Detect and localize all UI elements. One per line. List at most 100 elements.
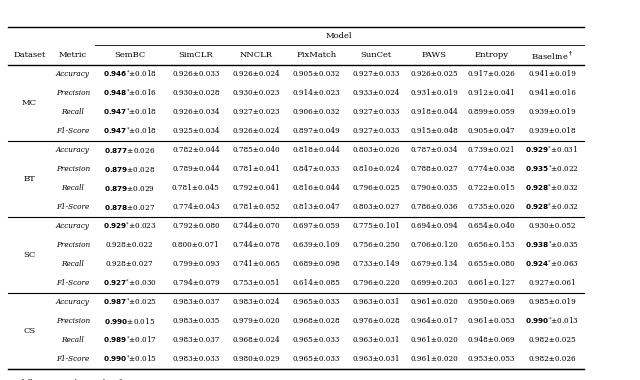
Text: 0.983±0.033: 0.983±0.033 — [172, 355, 220, 363]
Text: PAWS: PAWS — [421, 51, 447, 60]
Text: 0.818±0.044: 0.818±0.044 — [292, 146, 340, 154]
Text: 0.782±0.044: 0.782±0.044 — [172, 146, 220, 154]
Text: F1-Score: F1-Score — [56, 203, 90, 211]
Text: 0.961±0.020: 0.961±0.020 — [410, 298, 458, 306]
Text: 0.927±0.023: 0.927±0.023 — [232, 108, 280, 116]
Text: 0.939±0.019: 0.939±0.019 — [528, 108, 576, 116]
Text: Precision: Precision — [56, 317, 90, 325]
Text: $\mathbf{0.928}^{*}$±0.032: $\mathbf{0.928}^{*}$±0.032 — [525, 182, 579, 194]
Text: 0.744±0.078: 0.744±0.078 — [232, 241, 280, 249]
Text: Recall: Recall — [61, 184, 84, 192]
Text: 0.756±0.250: 0.756±0.250 — [353, 241, 400, 249]
Text: 0.948±0.069: 0.948±0.069 — [468, 336, 515, 344]
Text: 0.918±0.044: 0.918±0.044 — [410, 108, 458, 116]
Text: 0.961±0.053: 0.961±0.053 — [468, 317, 515, 325]
Text: SimCLR: SimCLR — [179, 51, 213, 60]
Text: 0.654±0.040: 0.654±0.040 — [468, 222, 515, 230]
Text: 0.931±0.019: 0.931±0.019 — [410, 89, 458, 97]
Text: $\mathbf{0.878}$±0.027: $\mathbf{0.878}$±0.027 — [104, 203, 155, 212]
Text: 0.915±0.048: 0.915±0.048 — [410, 127, 458, 135]
Text: 0.796±0.220: 0.796±0.220 — [353, 279, 400, 287]
Text: 0.976±0.028: 0.976±0.028 — [353, 317, 400, 325]
Text: 0.789±0.044: 0.789±0.044 — [172, 165, 220, 173]
Text: 0.741±0.065: 0.741±0.065 — [232, 260, 280, 268]
Text: 0.774±0.043: 0.774±0.043 — [172, 203, 220, 211]
Text: $\mathbf{0.990}^{*}$±0.013: $\mathbf{0.990}^{*}$±0.013 — [525, 315, 579, 327]
Text: 0.928±0.027: 0.928±0.027 — [106, 260, 154, 268]
Text: 0.810±0.024: 0.810±0.024 — [353, 165, 400, 173]
Text: 0.753±0.051: 0.753±0.051 — [232, 279, 280, 287]
Text: Baseline$^\dagger$: Baseline$^\dagger$ — [531, 49, 573, 62]
Text: 0.803±0.027: 0.803±0.027 — [353, 203, 400, 211]
Text: 0.905±0.032: 0.905±0.032 — [292, 70, 340, 78]
Text: 0.785±0.040: 0.785±0.040 — [232, 146, 280, 154]
Text: 0.733±0.149: 0.733±0.149 — [353, 260, 400, 268]
Text: Recall: Recall — [61, 336, 84, 344]
Text: $\mathbf{0.927}^{*}$±0.030: $\mathbf{0.927}^{*}$±0.030 — [102, 277, 157, 289]
Text: 0.963±0.031: 0.963±0.031 — [353, 336, 400, 344]
Text: 0.679±0.134: 0.679±0.134 — [410, 260, 458, 268]
Text: 0.905±0.047: 0.905±0.047 — [468, 127, 515, 135]
Text: 0.914±0.023: 0.914±0.023 — [292, 89, 340, 97]
Text: 0.906±0.032: 0.906±0.032 — [292, 108, 340, 116]
Text: 0.933±0.024: 0.933±0.024 — [353, 89, 400, 97]
Text: 0.925±0.034: 0.925±0.034 — [172, 127, 220, 135]
Text: MC: MC — [22, 98, 37, 107]
Text: 0.912±0.041: 0.912±0.041 — [468, 89, 515, 97]
Text: F1-Score: F1-Score — [56, 355, 90, 363]
Text: 0.965±0.033: 0.965±0.033 — [292, 298, 340, 306]
Text: $\mathbf{0.935}^{*}$±0.022: $\mathbf{0.935}^{*}$±0.022 — [525, 163, 579, 175]
Text: 0.744±0.070: 0.744±0.070 — [232, 222, 280, 230]
Text: 0.639±0.109: 0.639±0.109 — [292, 241, 340, 249]
Text: $\mathbf{0.948}^{*}$±0.016: $\mathbf{0.948}^{*}$±0.016 — [102, 87, 157, 99]
Text: Accuracy: Accuracy — [56, 146, 90, 154]
Text: 0.941±0.019: 0.941±0.019 — [528, 70, 576, 78]
Text: 0.928±0.022: 0.928±0.022 — [106, 241, 154, 249]
Text: 0.983±0.035: 0.983±0.035 — [172, 317, 220, 325]
Text: $\mathbf{0.928}^{*}$±0.032: $\mathbf{0.928}^{*}$±0.032 — [525, 201, 579, 213]
Text: 0.796±0.025: 0.796±0.025 — [353, 184, 400, 192]
Text: 0.927±0.061: 0.927±0.061 — [528, 279, 576, 287]
Text: 0.722±0.015: 0.722±0.015 — [468, 184, 515, 192]
Text: 0.792±0.080: 0.792±0.080 — [172, 222, 220, 230]
Text: 0.968±0.024: 0.968±0.024 — [232, 336, 280, 344]
Text: $\mathbf{0.877}$±0.026: $\mathbf{0.877}$±0.026 — [104, 146, 156, 155]
Text: Accuracy: Accuracy — [56, 222, 90, 230]
Text: $\mathbf{0.947}^{*}$±0.018: $\mathbf{0.947}^{*}$±0.018 — [102, 125, 157, 137]
Text: 0.739±0.021: 0.739±0.021 — [468, 146, 515, 154]
Text: 0.963±0.031: 0.963±0.031 — [353, 355, 400, 363]
Text: $\mathbf{0.989}^{*}$±0.017: $\mathbf{0.989}^{*}$±0.017 — [102, 334, 157, 346]
Text: SemBC: SemBC — [114, 51, 145, 60]
Text: $\mathbf{0.879}$±0.028: $\mathbf{0.879}$±0.028 — [104, 165, 155, 174]
Text: 0.794±0.079: 0.794±0.079 — [172, 279, 220, 287]
Text: Accuracy: Accuracy — [56, 298, 90, 306]
Text: 0.847±0.033: 0.847±0.033 — [292, 165, 340, 173]
Text: 0.939±0.018: 0.939±0.018 — [528, 127, 576, 135]
Text: $\mathbf{0.947}^{*}$±0.018: $\mathbf{0.947}^{*}$±0.018 — [102, 106, 157, 118]
Text: Model: Model — [326, 32, 353, 41]
Text: 0.927±0.033: 0.927±0.033 — [353, 70, 400, 78]
Text: 0.706±0.120: 0.706±0.120 — [410, 241, 458, 249]
Text: NNCLR: NNCLR — [239, 51, 273, 60]
Text: 0.926±0.033: 0.926±0.033 — [172, 70, 220, 78]
Text: $\mathbf{0.938}^{*}$±0.035: $\mathbf{0.938}^{*}$±0.035 — [525, 239, 579, 251]
Text: 0.965±0.033: 0.965±0.033 — [292, 336, 340, 344]
Text: $\mathbf{0.987}^{*}$±0.025: $\mathbf{0.987}^{*}$±0.025 — [102, 296, 157, 308]
Text: $\mathbf{0.946}^{*}$±0.018: $\mathbf{0.946}^{*}$±0.018 — [102, 68, 157, 80]
Text: 0.917±0.026: 0.917±0.026 — [468, 70, 515, 78]
Text: 0.897±0.049: 0.897±0.049 — [292, 127, 340, 135]
Text: $\mathbf{0.929}^{*}$±0.031: $\mathbf{0.929}^{*}$±0.031 — [525, 144, 579, 156]
Text: 0.950±0.069: 0.950±0.069 — [468, 298, 515, 306]
Text: $\mathbf{0.990}$±0.015: $\mathbf{0.990}$±0.015 — [104, 316, 156, 326]
Text: † A fully supervised CNN classifier.: † A fully supervised CNN classifier. — [8, 379, 132, 380]
Text: 0.979±0.020: 0.979±0.020 — [232, 317, 280, 325]
Text: F1-Score: F1-Score — [56, 127, 90, 135]
Text: 0.799±0.093: 0.799±0.093 — [172, 260, 220, 268]
Text: 0.800±0.071: 0.800±0.071 — [172, 241, 220, 249]
Text: 0.735±0.020: 0.735±0.020 — [468, 203, 515, 211]
Text: 0.781±0.052: 0.781±0.052 — [232, 203, 280, 211]
Text: 0.930±0.023: 0.930±0.023 — [232, 89, 280, 97]
Text: 0.953±0.053: 0.953±0.053 — [468, 355, 515, 363]
Text: 0.899±0.059: 0.899±0.059 — [468, 108, 515, 116]
Text: 0.983±0.024: 0.983±0.024 — [232, 298, 280, 306]
